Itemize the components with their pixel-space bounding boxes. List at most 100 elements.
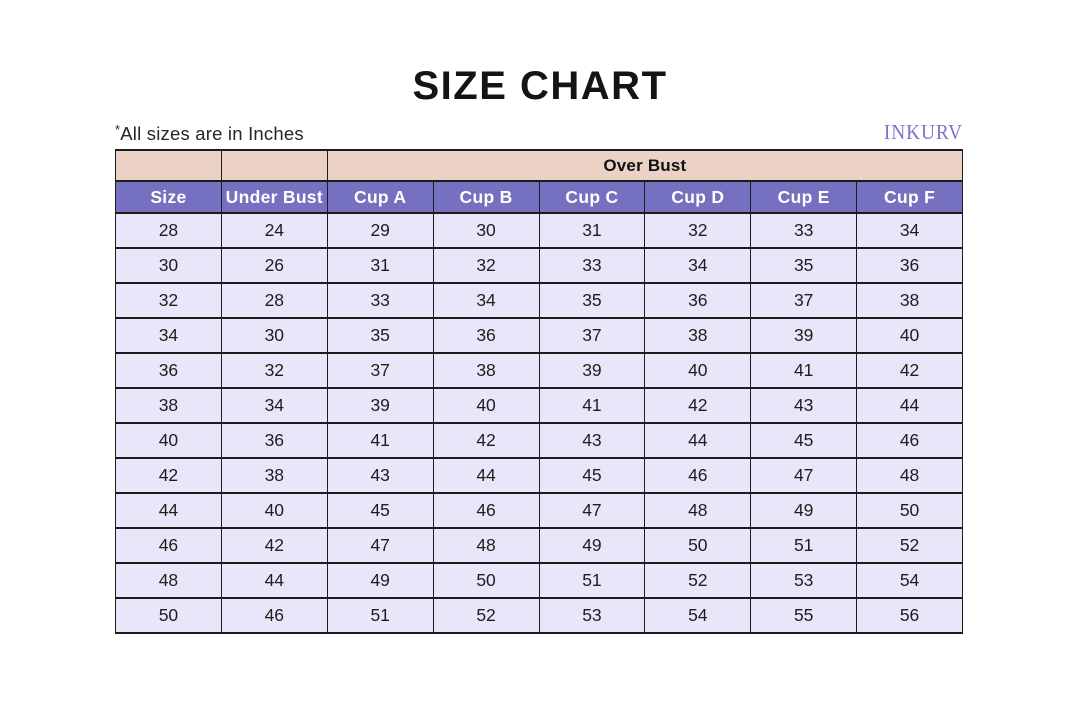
table-cell: 38: [644, 317, 752, 354]
table-cell: 24: [220, 212, 328, 249]
table-cell: 30: [115, 247, 222, 284]
table-cell: 40: [220, 492, 328, 529]
table-cell: 55: [750, 597, 858, 634]
table-cell: 40: [432, 387, 540, 424]
column-header-cup-b: Cup B: [432, 180, 540, 214]
table-cell: 41: [326, 422, 434, 459]
table-row: 48 44 49 50 51 52 53 54: [115, 562, 963, 599]
spacer-cell-size: [115, 149, 222, 182]
table-cell: 38: [220, 457, 328, 494]
table-cell: 34: [856, 212, 963, 249]
table-cell: 32: [432, 247, 540, 284]
table-cell: 50: [856, 492, 963, 529]
table-cell: 46: [644, 457, 752, 494]
table-row: 36 32 37 38 39 40 41 42: [115, 352, 963, 389]
table-row: 28 24 29 30 31 32 33 34: [115, 212, 963, 249]
table-cell: 35: [750, 247, 858, 284]
table-cell: 42: [856, 352, 963, 389]
table-row: 30 26 31 32 33 34 35 36: [115, 247, 963, 284]
table-row: 44 40 45 46 47 48 49 50: [115, 492, 963, 529]
table-cell: 38: [115, 387, 222, 424]
table-cell: 40: [856, 317, 963, 354]
table-cell: 37: [750, 282, 858, 319]
table-cell: 33: [750, 212, 858, 249]
table-cell: 49: [750, 492, 858, 529]
table-cell: 35: [326, 317, 434, 354]
table-cell: 36: [432, 317, 540, 354]
table-cell: 48: [856, 457, 963, 494]
table-cell: 46: [856, 422, 963, 459]
brand-logo: INKURV: [883, 120, 963, 144]
table-row: 38 34 39 40 41 42 43 44: [115, 387, 963, 424]
table-cell: 44: [644, 422, 752, 459]
subheader: *All sizes are in Inches INKURV: [115, 120, 963, 145]
table-cell: 51: [750, 527, 858, 564]
table-cell: 47: [538, 492, 646, 529]
over-bust-header: Over Bust: [326, 149, 964, 182]
table-cell: 47: [326, 527, 434, 564]
table-cell: 40: [644, 352, 752, 389]
table-cell: 43: [750, 387, 858, 424]
table-cell: 42: [644, 387, 752, 424]
note-asterisk: *: [115, 122, 121, 137]
table-row: 34 30 35 36 37 38 39 40: [115, 317, 963, 354]
size-chart-body: 28 24 29 30 31 32 33 34 30 26 31 32 33 34 35 36 32 28 33 34…: [115, 212, 963, 634]
page-title: SIZE CHART: [412, 64, 668, 108]
column-header-size: Size: [115, 180, 222, 214]
table-cell: 47: [750, 457, 858, 494]
table-cell: 45: [326, 492, 434, 529]
table-cell: 50: [644, 527, 752, 564]
table-cell: 36: [115, 352, 222, 389]
table-cell: 41: [538, 387, 646, 424]
table-cell: 52: [644, 562, 752, 599]
column-header-cup-c: Cup C: [538, 180, 646, 214]
table-cell: 48: [644, 492, 752, 529]
column-header-cup-e: Cup E: [750, 180, 858, 214]
table-cell: 48: [115, 562, 222, 599]
table-cell: 44: [220, 562, 328, 599]
table-cell: 53: [538, 597, 646, 634]
table-cell: 48: [432, 527, 540, 564]
table-cell: 51: [326, 597, 434, 634]
table-cell: 45: [750, 422, 858, 459]
table-cell: 42: [432, 422, 540, 459]
table-cell: 33: [538, 247, 646, 284]
table-cell: 53: [750, 562, 858, 599]
table-cell: 31: [538, 212, 646, 249]
table-cell: 37: [538, 317, 646, 354]
table-cell: 49: [326, 562, 434, 599]
table-cell: 44: [856, 387, 963, 424]
table-cell: 30: [432, 212, 540, 249]
table-cell: 45: [538, 457, 646, 494]
table-cell: 37: [326, 352, 434, 389]
table-cell: 42: [115, 457, 222, 494]
table-cell: 28: [220, 282, 328, 319]
units-note: *All sizes are in Inches: [115, 123, 304, 145]
table-row: 46 42 47 48 49 50 51 52: [115, 527, 963, 564]
table-cell: 54: [856, 562, 963, 599]
table-cell: 43: [538, 422, 646, 459]
table-cell: 38: [856, 282, 963, 319]
table-cell: 28: [115, 212, 222, 249]
table-row: 42 38 43 44 45 46 47 48: [115, 457, 963, 494]
table-row: 32 28 33 34 35 36 37 38: [115, 282, 963, 319]
table-cell: 43: [326, 457, 434, 494]
table-cell: 36: [220, 422, 328, 459]
table-cell: 33: [326, 282, 434, 319]
column-header-cup-f: Cup F: [856, 180, 963, 214]
table-cell: 46: [432, 492, 540, 529]
table-cell: 50: [115, 597, 222, 634]
table-cell: 32: [115, 282, 222, 319]
spacer-cell-under-bust: [220, 149, 328, 182]
table-cell: 30: [220, 317, 328, 354]
table-cell: 38: [432, 352, 540, 389]
column-header-under-bust: Under Bust: [220, 180, 328, 214]
table-cell: 46: [220, 597, 328, 634]
table-cell: 34: [220, 387, 328, 424]
table-cell: 29: [326, 212, 434, 249]
table-cell: 31: [326, 247, 434, 284]
table-cell: 50: [432, 562, 540, 599]
column-header-cup-d: Cup D: [644, 180, 752, 214]
